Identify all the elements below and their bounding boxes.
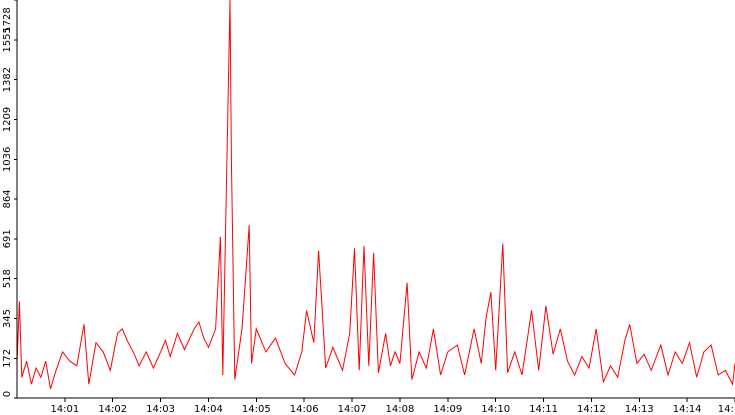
- plot-area: [16, 0, 735, 389]
- x-tick-label: 14:12: [577, 404, 606, 415]
- x-tick-label: 14:07: [338, 404, 367, 415]
- y-tick-label: 864: [2, 189, 13, 208]
- x-tick-label: 14:14: [673, 404, 702, 415]
- y-tick-label: 345: [2, 309, 13, 328]
- x-tick-label: 14:05: [242, 404, 271, 415]
- x-tick-label: 14:01: [50, 404, 79, 415]
- y-tick-label: 518: [2, 269, 13, 288]
- x-tick-label: 14:02: [98, 404, 127, 415]
- x-tick-label: 14:08: [386, 404, 415, 415]
- x-axis: 14:01 14:02 14:03 14:04 14:05 14:06 14:07 14:08…: [17, 397, 735, 415]
- y-tick-label: 1728: [2, 7, 13, 32]
- y-tick-label: 1209: [2, 107, 13, 132]
- x-tick-label: 14:09: [433, 404, 462, 415]
- y-tick-label: 0: [2, 391, 13, 397]
- y-tick-label: 1382: [2, 67, 13, 92]
- x-tick-label: 14:13: [625, 404, 654, 415]
- y-tick-label: 1555: [2, 27, 13, 52]
- series-line: [16, 0, 735, 389]
- y-tick-label: 172: [2, 349, 13, 368]
- x-tick-label: 14:04: [194, 404, 223, 415]
- x-tick-label: 14:03: [146, 404, 175, 415]
- x-tick-label: 14:1: [718, 404, 735, 415]
- y-tick-label: 1036: [2, 147, 13, 172]
- x-tick-label: 14:11: [529, 404, 558, 415]
- y-tick-label: 691: [2, 229, 13, 248]
- x-tick-label: 14:10: [481, 404, 510, 415]
- x-tick-label: 14:06: [290, 404, 319, 415]
